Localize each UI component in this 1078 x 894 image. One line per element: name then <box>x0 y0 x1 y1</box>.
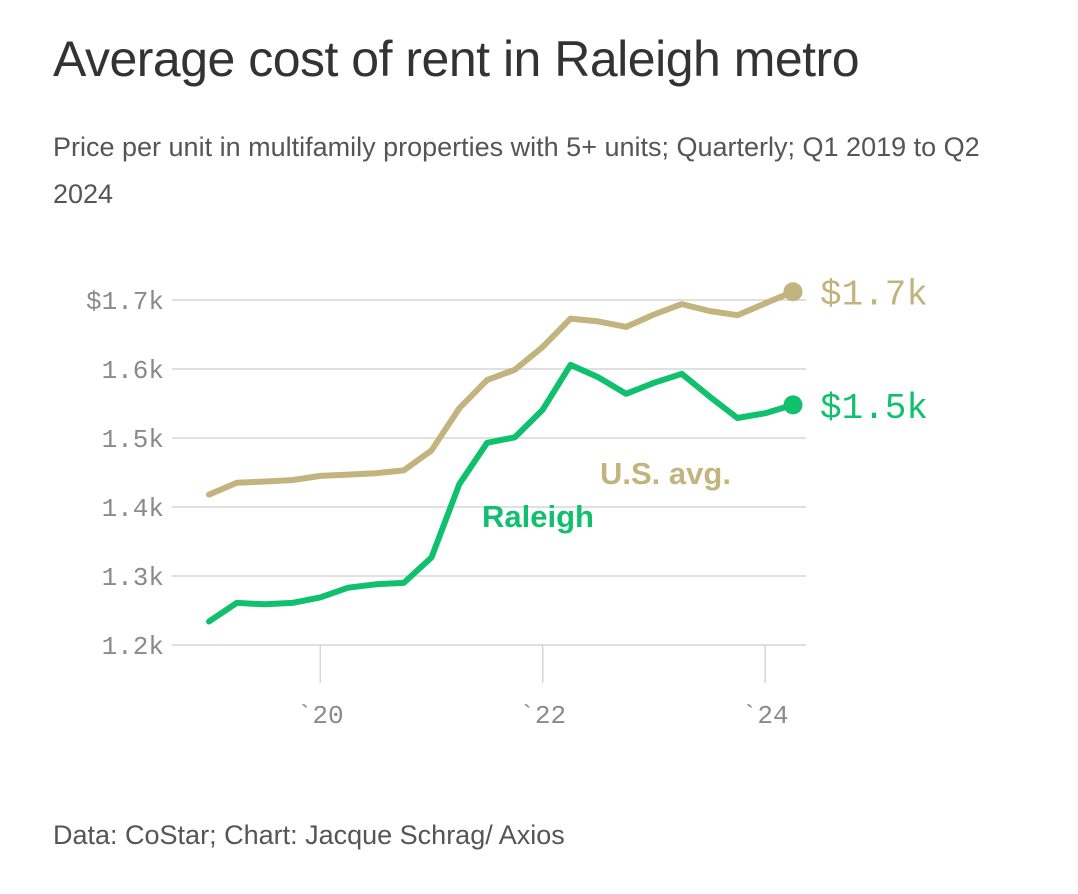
x-axis: `20 `22 `24 <box>297 645 789 731</box>
raleigh-line <box>206 361 796 625</box>
raleigh-end-value-label: $1.5k <box>820 388 928 429</box>
y-tick-label: 1.6k <box>102 356 164 386</box>
raleigh-series-label: Raleigh <box>482 499 594 534</box>
gridlines <box>172 299 806 646</box>
raleigh-end-marker <box>783 395 803 415</box>
chart-title: Average cost of rent in Raleigh metro <box>53 31 860 87</box>
y-axis: $1.7k 1.6k 1.5k 1.4k 1.3k 1.2k <box>86 287 164 662</box>
series: $1.7k $1.5k <box>206 275 928 625</box>
y-tick-label: 1.3k <box>102 563 164 593</box>
u-s-avg-line <box>206 288 796 498</box>
chart-subtitle: Price per unit in multifamily properties… <box>53 132 980 209</box>
x-tick-label: `22 <box>519 701 566 731</box>
x-tick-label: `24 <box>742 701 789 731</box>
us-avg-series-label: U.S. avg. <box>600 456 731 491</box>
y-tick-label: 1.5k <box>102 425 164 455</box>
u-s-avg-end-marker <box>783 282 803 302</box>
y-tick-label: 1.4k <box>102 494 164 524</box>
y-tick-label: $1.7k <box>86 287 164 317</box>
u-s-avg-end-value-label: $1.7k <box>820 275 928 316</box>
y-tick-label: 1.2k <box>102 632 164 662</box>
x-tick-label: `20 <box>297 701 344 731</box>
source-credit: Data: CoStar; Chart: Jacque Schrag/ Axio… <box>53 820 565 850</box>
